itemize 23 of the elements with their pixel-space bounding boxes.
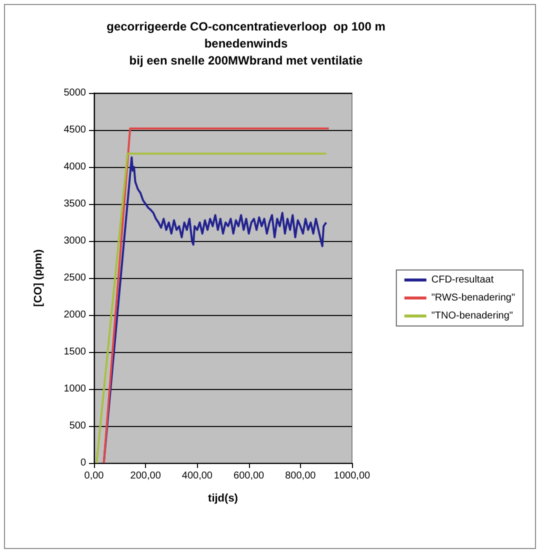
x-tick-label: 200,00 (130, 470, 162, 482)
y-tick-label: 1000 (64, 384, 86, 394)
x-tick-label: 600,00 (234, 470, 265, 482)
y-tick-label: 2000 (64, 310, 86, 320)
x-tick-label: 1000,00 (334, 470, 371, 482)
y-tick-label: 4000 (64, 162, 86, 172)
y-tick-label: 3000 (64, 236, 86, 246)
x-tick-label: 400,00 (182, 470, 213, 482)
legend-label: CFD-resultaat (431, 274, 494, 286)
x-axis-title: tijd(s) (208, 492, 238, 504)
y-tick-label: 5000 (64, 88, 86, 98)
y-tick-label: 2500 (64, 272, 86, 284)
y-axis-title: [CO] (ppm) (32, 248, 44, 307)
y-tick-label: 500 (69, 420, 86, 432)
y-tick-label: 4500 (64, 124, 86, 136)
x-tick-label: 0,00 (84, 470, 104, 482)
legend-label: "TNO-benadering" (431, 310, 514, 322)
y-tick-label: 1500 (64, 346, 86, 358)
legend-label: "RWS-benadering" (431, 292, 516, 304)
y-tick-label: 3500 (64, 198, 86, 210)
y-tick-label: 0 (80, 458, 86, 468)
chart-title: gecorrigeerde CO-concentratieverloop op 100 m benedenwinds bij een snelle 200MWbrand met ventilatie (106, 20, 386, 68)
x-tick-label: 800,00 (285, 470, 316, 482)
